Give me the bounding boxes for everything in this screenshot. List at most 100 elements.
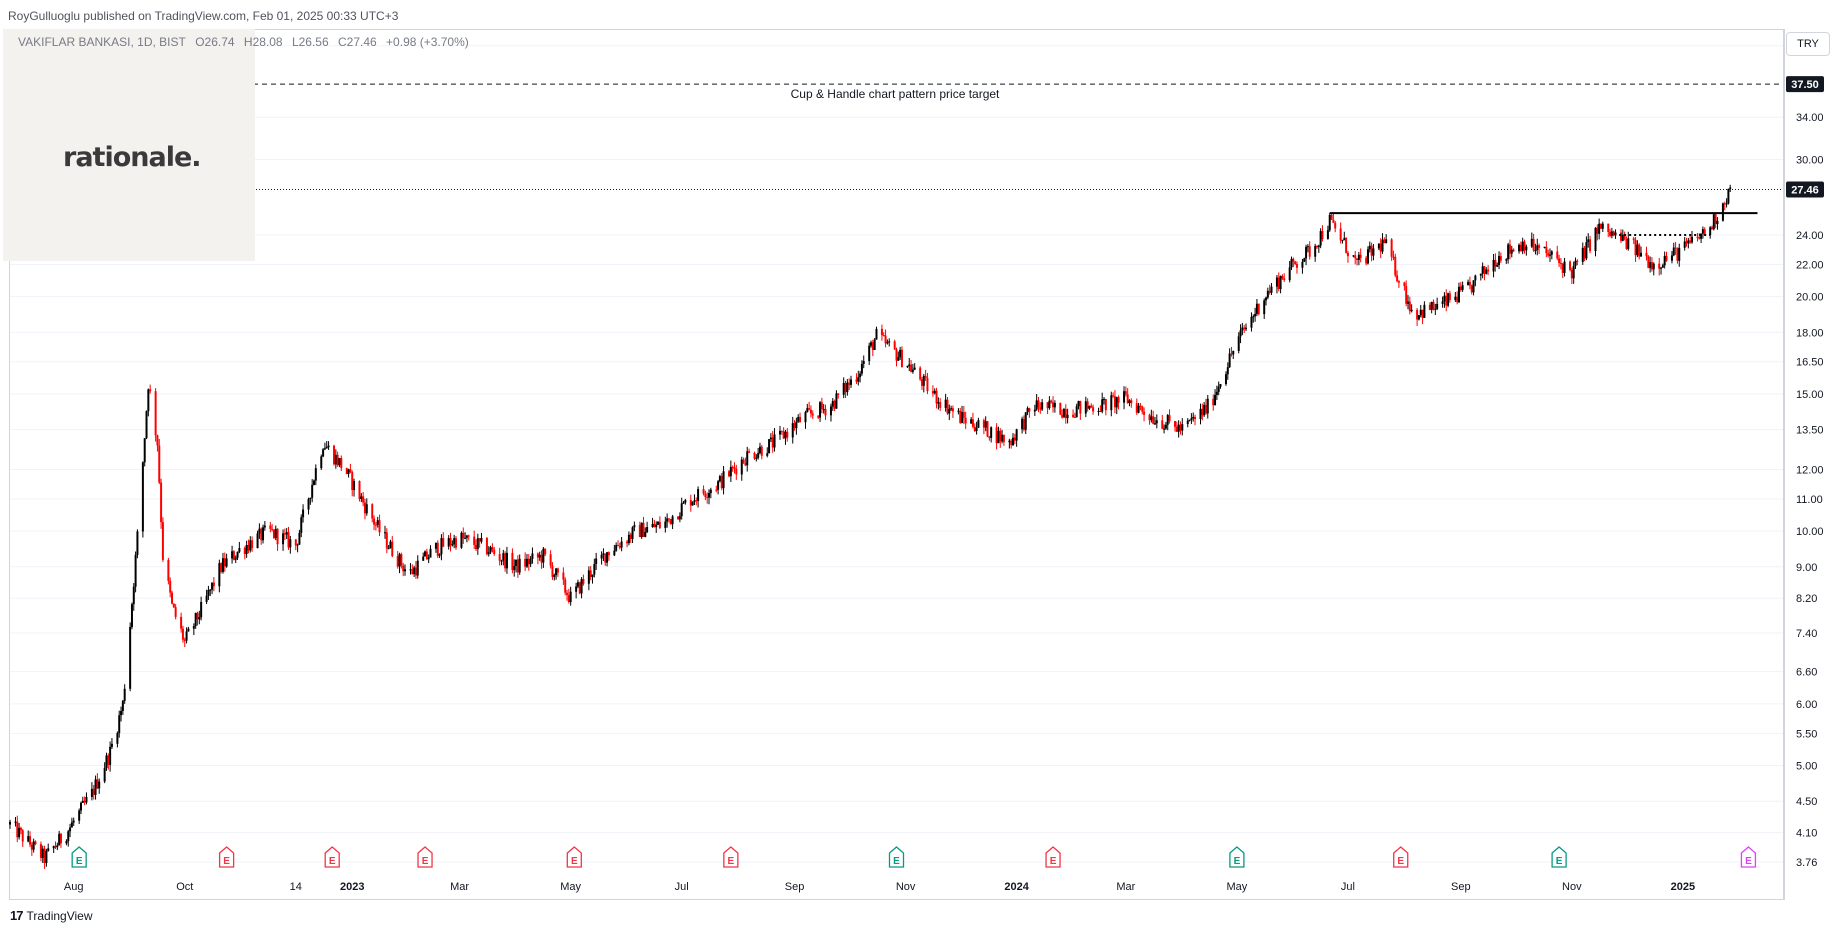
y-tick-label: 12.00	[1796, 464, 1824, 476]
candle-body	[30, 844, 33, 850]
candle-body	[684, 500, 687, 503]
candle-body	[327, 445, 330, 448]
candle-body	[1021, 418, 1024, 430]
candle-body	[1467, 281, 1470, 286]
candle-body	[475, 544, 478, 550]
candle-body	[986, 421, 989, 437]
candle-body	[1394, 256, 1397, 276]
candle-body	[870, 342, 873, 346]
candle-body	[1124, 391, 1127, 395]
candle-body	[860, 363, 863, 374]
candle-body	[1410, 309, 1413, 312]
candle-body	[1135, 403, 1138, 413]
candle-body	[1168, 415, 1171, 422]
candle-body	[922, 375, 925, 386]
candle-body	[409, 569, 412, 571]
candle-body	[1308, 246, 1311, 257]
candle-body	[733, 467, 736, 469]
currency-button[interactable]: TRY	[1786, 32, 1830, 56]
candle-body	[194, 612, 197, 627]
candle-body	[118, 715, 121, 734]
candle-body	[735, 468, 738, 475]
candle-body	[156, 435, 159, 446]
candle-body	[1301, 261, 1304, 268]
candle-body	[1110, 395, 1113, 411]
candle-body	[964, 417, 967, 424]
candle-body	[678, 516, 681, 520]
x-tick-label: Sep	[1451, 881, 1471, 893]
candle-body	[1101, 399, 1104, 412]
candle-body	[669, 518, 672, 525]
candle-body	[169, 580, 172, 593]
tradingview-footer-logo[interactable]: 17 TradingView	[10, 908, 93, 923]
candle-body	[1066, 414, 1069, 419]
candle-body	[631, 527, 634, 539]
candle-body	[819, 402, 822, 418]
candle-body	[720, 476, 723, 489]
candle-body	[174, 607, 177, 617]
symbol-name[interactable]: VAKIFLAR BANKASI, 1D, BIST	[18, 35, 186, 49]
candle-body	[984, 421, 987, 428]
candle-body	[451, 544, 454, 546]
candle-body	[706, 496, 709, 498]
candle-body	[970, 419, 973, 424]
candle-body	[644, 531, 647, 537]
x-tick-label: May	[1227, 881, 1248, 893]
candle-body	[283, 533, 286, 535]
x-tick-label: Nov	[896, 881, 916, 893]
candle-body	[1434, 308, 1437, 310]
earnings-marker-label: E	[728, 856, 735, 867]
candle-body	[358, 481, 361, 500]
x-tick-label: Jul	[1341, 881, 1355, 893]
candle-body	[58, 833, 61, 846]
candle-body	[1523, 241, 1526, 251]
candle-body	[183, 639, 186, 641]
author-name[interactable]: RoyGulluoglu	[8, 9, 81, 23]
candle-body	[1064, 409, 1067, 419]
candle-body	[1203, 404, 1206, 416]
candle-body	[1621, 234, 1624, 241]
candle-body	[1507, 244, 1510, 260]
candle-body	[589, 570, 592, 577]
chart-pane[interactable]	[9, 29, 1784, 900]
candle-body	[39, 844, 42, 858]
candle-body	[1678, 247, 1681, 261]
candle-body	[1237, 336, 1240, 351]
candle-body	[376, 520, 379, 525]
candle-body	[658, 521, 661, 528]
candle-body	[911, 369, 914, 372]
candle-body	[1494, 259, 1497, 267]
candle-body	[260, 528, 263, 541]
candle-body	[1594, 227, 1597, 252]
symbol-legend[interactable]: VAKIFLAR BANKASI, 1D, BIST O26.74 H28.08…	[18, 35, 475, 49]
candle-body	[1039, 407, 1042, 410]
candle-body	[29, 836, 32, 845]
candle-body	[1281, 275, 1284, 279]
candle-body	[1268, 290, 1271, 293]
candle-body	[1292, 258, 1295, 262]
candle-body	[196, 612, 199, 620]
candle-body	[740, 459, 743, 475]
candle-body	[1690, 236, 1693, 243]
candle-body	[768, 439, 771, 454]
candle-body	[1698, 237, 1701, 239]
candle-body	[1026, 408, 1029, 413]
candle-body	[997, 430, 1000, 444]
candle-body	[282, 533, 285, 545]
candle-body	[626, 541, 629, 544]
candle-body	[374, 524, 377, 526]
candle-body	[829, 406, 832, 416]
candle-body	[1315, 245, 1318, 248]
candle-body	[103, 767, 106, 782]
publish-timestamp: Feb 01, 2025 00:33 UTC+3	[252, 9, 399, 23]
candle-body	[1266, 290, 1269, 298]
candle-body	[476, 538, 479, 550]
candle-body	[957, 410, 960, 412]
candle-body	[835, 393, 838, 409]
candle-body	[21, 830, 24, 842]
candle-body	[489, 547, 492, 553]
candle-body	[855, 379, 858, 382]
candle-body	[396, 556, 399, 567]
y-tick-label: 4.50	[1796, 796, 1817, 808]
